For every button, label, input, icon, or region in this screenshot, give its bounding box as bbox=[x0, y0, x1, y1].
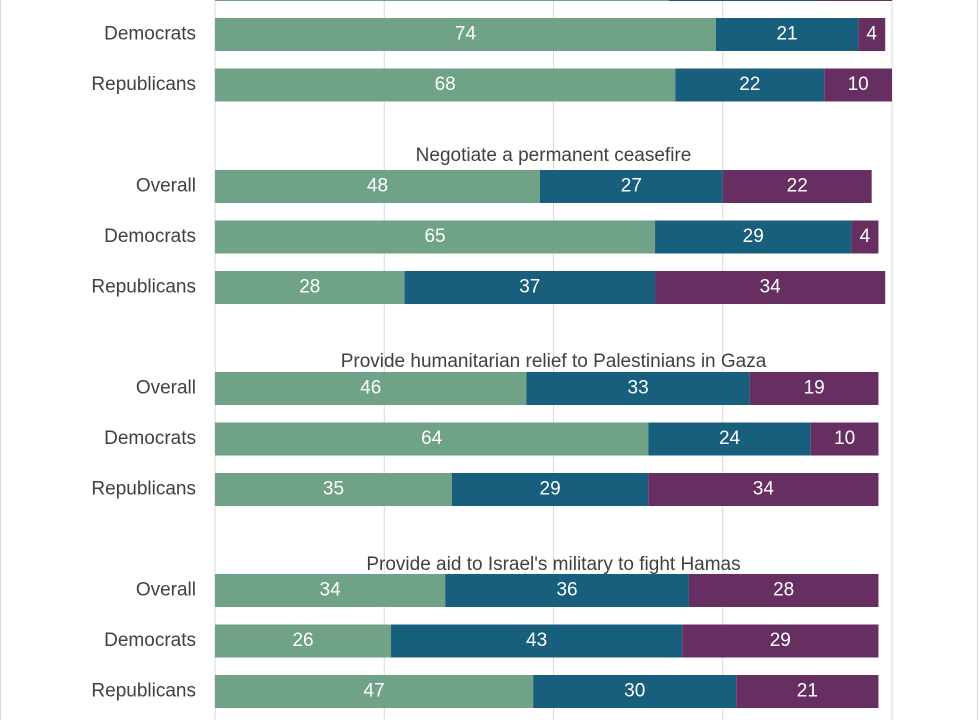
data-label: 29 bbox=[770, 630, 791, 651]
data-label: 33 bbox=[628, 378, 649, 399]
bar-segment bbox=[215, 170, 540, 203]
bar-group: Provide humanitarian relief to Palestini… bbox=[91, 351, 879, 506]
bar-group: Provide aid to Israel's military to figh… bbox=[91, 554, 879, 708]
bar-segment bbox=[810, 422, 879, 456]
group-title: Negotiate a permanent ceasefire bbox=[416, 145, 692, 166]
data-label: 48 bbox=[367, 176, 388, 197]
data-label: 24 bbox=[719, 428, 741, 449]
bar-segment bbox=[715, 18, 859, 51]
bar-segment bbox=[215, 0, 669, 1]
data-label: 21 bbox=[776, 24, 797, 45]
data-label: 34 bbox=[320, 580, 342, 601]
row-label: Overall bbox=[136, 378, 196, 399]
data-label: 30 bbox=[624, 681, 645, 702]
bar-segment bbox=[736, 675, 879, 708]
data-label: 22 bbox=[739, 74, 760, 95]
data-label: 74 bbox=[455, 24, 477, 45]
data-label: 29 bbox=[743, 226, 764, 247]
row-label: Democrats bbox=[104, 226, 196, 247]
bar-segment bbox=[215, 422, 649, 456]
data-label: 10 bbox=[834, 428, 855, 449]
bar-segment bbox=[824, 68, 892, 102]
bar-segment bbox=[215, 271, 405, 304]
bar-segment bbox=[533, 675, 737, 708]
data-label: 28 bbox=[299, 277, 320, 298]
bar-segment bbox=[648, 473, 879, 506]
bar-group: Democrats 74 21 4 Republicans 68 22 10 bbox=[91, 18, 892, 102]
data-label: 47 bbox=[364, 681, 385, 702]
bar-segment bbox=[215, 372, 527, 405]
data-label: 36 bbox=[556, 580, 577, 601]
bar-segment bbox=[215, 624, 392, 658]
data-label: 26 bbox=[292, 630, 313, 651]
bar-segment bbox=[858, 18, 886, 51]
bar-segment bbox=[817, 0, 892, 1]
bar-segment bbox=[391, 624, 683, 658]
data-label: 4 bbox=[860, 226, 871, 247]
bar-segment bbox=[655, 271, 886, 304]
data-label: 4 bbox=[866, 24, 877, 45]
bar-segment bbox=[451, 473, 649, 506]
bar-segment bbox=[749, 372, 879, 405]
data-label: 65 bbox=[424, 226, 445, 247]
data-label: 19 bbox=[804, 378, 825, 399]
data-label: 35 bbox=[323, 479, 344, 500]
bar-segment bbox=[445, 574, 689, 607]
bar-segment bbox=[215, 18, 716, 51]
row-label: Democrats bbox=[104, 24, 196, 45]
data-label: 27 bbox=[621, 176, 642, 197]
bar-segment bbox=[215, 473, 452, 506]
data-label: 37 bbox=[519, 277, 540, 298]
bar-segment bbox=[215, 675, 534, 708]
data-label: 43 bbox=[526, 630, 547, 651]
bar-group: Negotiate a permanent ceasefire Overall 48… bbox=[91, 145, 886, 304]
cutoff-bar bbox=[215, 0, 892, 1]
row-label: Democrats bbox=[104, 630, 196, 651]
data-label: 34 bbox=[753, 479, 775, 500]
group-title: Provide aid to Israel's military to figh… bbox=[366, 554, 740, 575]
bar-segment bbox=[404, 271, 656, 304]
data-label: 46 bbox=[360, 378, 381, 399]
bar-segment bbox=[675, 68, 825, 102]
bar-segment bbox=[539, 170, 723, 203]
data-label: 28 bbox=[773, 580, 794, 601]
bar-segment bbox=[851, 220, 879, 254]
row-label: Republicans bbox=[91, 74, 196, 95]
data-label: 21 bbox=[797, 681, 818, 702]
row-label: Republicans bbox=[91, 681, 196, 702]
row-label: Democrats bbox=[104, 428, 196, 449]
data-label: 22 bbox=[787, 176, 808, 197]
bar-segment bbox=[215, 574, 446, 607]
bar-segment bbox=[682, 624, 879, 658]
bar-segment bbox=[648, 422, 811, 456]
bar-segment bbox=[722, 170, 872, 203]
row-label: Republicans bbox=[91, 479, 196, 500]
data-label: 34 bbox=[760, 277, 782, 298]
bar-segment bbox=[215, 220, 656, 254]
data-label: 64 bbox=[421, 428, 443, 449]
group-title: Provide humanitarian relief to Palestini… bbox=[341, 351, 767, 372]
bar-segment bbox=[688, 574, 879, 607]
data-label: 10 bbox=[848, 74, 869, 95]
data-label: 68 bbox=[435, 74, 456, 95]
bar-segment bbox=[215, 68, 676, 102]
row-label: Overall bbox=[136, 580, 196, 601]
data-label: 29 bbox=[540, 479, 561, 500]
row-label: Republicans bbox=[91, 277, 196, 298]
row-label: Overall bbox=[136, 176, 196, 197]
bar-segment bbox=[655, 220, 852, 254]
bar-segment bbox=[668, 0, 818, 1]
bar-segment bbox=[526, 372, 750, 405]
